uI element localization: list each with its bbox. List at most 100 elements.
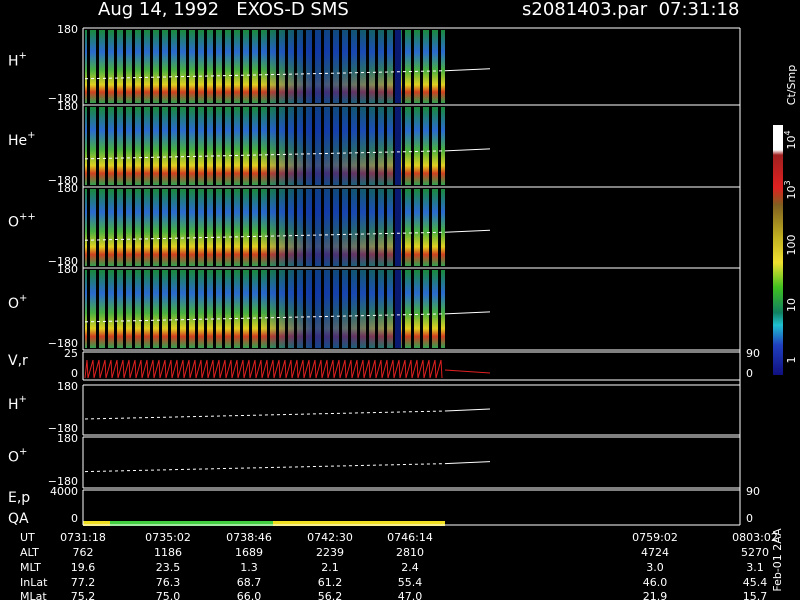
y2-tick-label: 0 bbox=[746, 367, 753, 380]
velocity-trace bbox=[84, 359, 443, 379]
row-label: MLat bbox=[20, 590, 47, 600]
panel-label: O+ bbox=[8, 447, 27, 466]
y-tick-label: −180 bbox=[48, 255, 78, 268]
table-cell: 2.1 bbox=[321, 561, 339, 574]
table-cell: 0738:46 bbox=[226, 531, 272, 544]
y-tick-label: 0 bbox=[71, 512, 78, 525]
trace bbox=[444, 311, 491, 315]
table-cell: 76.3 bbox=[156, 576, 181, 589]
table-cell: 66.0 bbox=[237, 590, 262, 600]
table-cell: 56.2 bbox=[318, 590, 343, 600]
y-tick-label: 180 bbox=[57, 23, 78, 36]
table-cell: 47.0 bbox=[398, 590, 423, 600]
colorbar-label-text: 10 bbox=[785, 298, 798, 312]
table-cell: 0759:02 bbox=[632, 531, 678, 544]
table-cell: 1186 bbox=[154, 546, 182, 559]
colorbar-label-text: 1 bbox=[785, 357, 798, 364]
y-tick-label: 180 bbox=[57, 263, 78, 276]
panel-label: E,p bbox=[8, 490, 30, 506]
y-tick-label: 0 bbox=[71, 367, 78, 380]
colorbar bbox=[773, 125, 783, 375]
colorbar-label-text: 10 bbox=[785, 136, 798, 150]
panel-label-text: O bbox=[8, 450, 19, 466]
table-cell: 55.4 bbox=[398, 576, 423, 589]
table-cell: 23.5 bbox=[156, 561, 181, 574]
colorbar-label: 103 bbox=[783, 180, 799, 199]
table-cell: 3.1 bbox=[746, 561, 764, 574]
trace bbox=[84, 313, 446, 323]
trace bbox=[444, 408, 491, 412]
table-cell: 1689 bbox=[235, 546, 263, 559]
table-cell: 2.4 bbox=[401, 561, 419, 574]
trace bbox=[84, 231, 446, 241]
qa-bar bbox=[273, 521, 445, 526]
y2-tick-label: 90 bbox=[746, 485, 760, 498]
panel-label: He+ bbox=[8, 130, 36, 149]
y-tick-label: −180 bbox=[48, 422, 78, 435]
colorbar-label-text: 10 bbox=[785, 186, 798, 200]
row-label: InLat bbox=[20, 576, 48, 589]
trace bbox=[444, 148, 491, 152]
panel-label-text: V,r bbox=[8, 353, 28, 369]
spectrogram-gaps bbox=[85, 107, 445, 185]
panel-label-text: O bbox=[8, 296, 19, 312]
colorbar-unit: Ct/Smp bbox=[785, 65, 798, 105]
panel-label-text: H bbox=[8, 54, 19, 70]
table-cell: 15.7 bbox=[743, 590, 768, 600]
spectrogram-gaps bbox=[85, 270, 445, 348]
row-label: ALT bbox=[20, 546, 39, 559]
panel-label: H+ bbox=[8, 51, 27, 70]
table-cell: 1.3 bbox=[240, 561, 258, 574]
table-cell: 75.0 bbox=[156, 590, 181, 600]
trace bbox=[444, 68, 491, 72]
file-info: s2081403.par 07:31:18 bbox=[522, 0, 739, 20]
table-cell: 762 bbox=[73, 546, 94, 559]
y-tick-label: −180 bbox=[48, 337, 78, 350]
table-cell: 0742:30 bbox=[307, 531, 353, 544]
table-cell: 75.2 bbox=[71, 590, 96, 600]
table-cell: 3.0 bbox=[646, 561, 664, 574]
velocity-trace bbox=[444, 369, 491, 374]
y-tick-label: −180 bbox=[48, 92, 78, 105]
table-cell: 21.9 bbox=[643, 590, 668, 600]
panel-label-sup: + bbox=[19, 394, 27, 405]
y-tick-label: 180 bbox=[57, 100, 78, 113]
data-gap bbox=[395, 107, 401, 185]
qa-bar bbox=[110, 521, 273, 526]
spectrogram-gaps bbox=[85, 30, 445, 103]
panel-label: QA bbox=[8, 511, 29, 527]
y-tick-label: 180 bbox=[57, 380, 78, 393]
colorbar-label-text: 100 bbox=[785, 235, 798, 256]
trace bbox=[84, 410, 446, 420]
y2-tick-label: 90 bbox=[746, 347, 760, 360]
table-cell: 19.6 bbox=[71, 561, 96, 574]
data-gap bbox=[395, 189, 401, 266]
spectrogram-gaps bbox=[85, 189, 445, 266]
row-label: UT bbox=[20, 531, 35, 544]
y-tick-label: 4000 bbox=[50, 485, 78, 498]
row-label: MLT bbox=[20, 561, 41, 574]
table-cell: 46.0 bbox=[643, 576, 668, 589]
colorbar-label: 100 bbox=[785, 235, 798, 256]
y2-tick-label: 0 bbox=[746, 512, 753, 525]
panel-label-text: H bbox=[8, 397, 19, 413]
table-cell: 0735:02 bbox=[145, 531, 191, 544]
trace bbox=[84, 70, 446, 80]
panel-label: O+ bbox=[8, 293, 27, 312]
table-cell: 0803:02 bbox=[732, 531, 778, 544]
panel-label: V,r bbox=[8, 353, 28, 369]
data-gap bbox=[395, 30, 401, 103]
footer-note: Feb-01 2AA bbox=[771, 528, 784, 592]
table-cell: 4724 bbox=[641, 546, 669, 559]
table-cell: 45.4 bbox=[743, 576, 768, 589]
panel-label-sup: ++ bbox=[19, 212, 36, 223]
panel-label-text: E,p bbox=[8, 490, 30, 506]
panel-label-sup: + bbox=[19, 447, 27, 458]
colorbar-label: 1 bbox=[785, 357, 798, 364]
table-cell: 77.2 bbox=[71, 576, 96, 589]
panel-label-text: He bbox=[8, 133, 27, 149]
y-tick-label: 180 bbox=[57, 432, 78, 445]
trace bbox=[444, 229, 491, 233]
panel-label-sup: + bbox=[27, 130, 35, 141]
